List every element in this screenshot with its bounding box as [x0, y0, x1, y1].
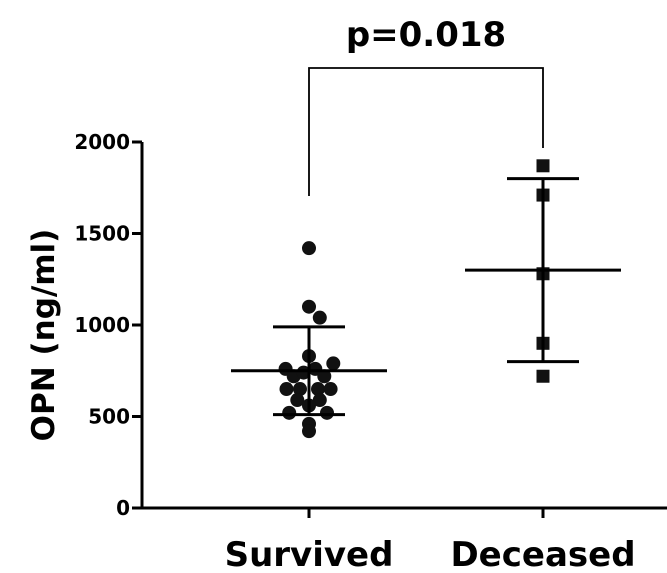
y-tick-label: 1500: [74, 222, 130, 246]
data-point-circle: [282, 405, 297, 420]
data-point-circle: [279, 382, 294, 397]
data-point-circle: [290, 393, 305, 408]
y-tick-label: 500: [88, 405, 130, 429]
data-point-circle: [326, 356, 341, 371]
data-point-circle: [293, 382, 307, 397]
data-point-circle: [302, 424, 316, 439]
data-point-circle: [323, 382, 338, 397]
data-point-circle: [320, 405, 334, 420]
data-point-square: [536, 159, 550, 173]
data-point-circle: [311, 382, 325, 397]
error-bars: [231, 177, 621, 417]
data-point-circle: [317, 369, 332, 384]
significance-bracket: [308, 67, 544, 196]
x-category-label-survived: Survived: [225, 535, 394, 573]
y-axis-label: OPN (ng/ml): [26, 229, 62, 442]
p-value-annotation: p=0.018: [346, 15, 506, 55]
y-tick-label: 0: [116, 496, 130, 520]
data-point-circle: [296, 365, 311, 380]
y-tick-label: 1000: [74, 313, 130, 337]
data-points: [278, 159, 550, 439]
data-point-circle: [312, 310, 327, 325]
data-point-circle: [302, 241, 316, 256]
data-point-circle: [312, 393, 327, 408]
data-point-circle: [302, 299, 316, 314]
x-ticks: Survived Deceased: [225, 508, 636, 573]
data-point-square: [536, 369, 550, 383]
x-category-label-deceased: Deceased: [450, 535, 635, 573]
y-tick-label: 2000: [74, 130, 130, 154]
y-ticks: 0 500 1000 1500 2000: [74, 130, 142, 520]
